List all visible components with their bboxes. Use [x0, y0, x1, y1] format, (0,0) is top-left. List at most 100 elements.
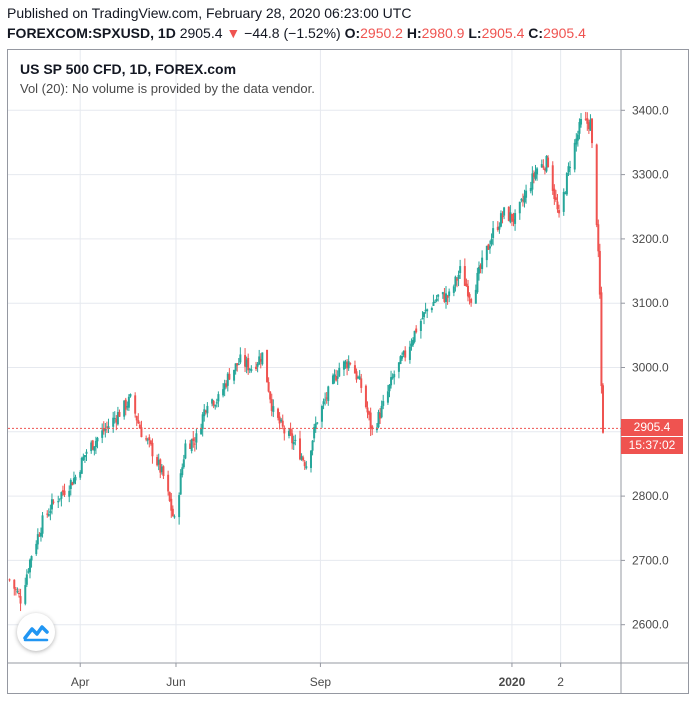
- candle-body: [261, 352, 264, 365]
- candle-body: [397, 362, 400, 372]
- candle-body: [217, 394, 220, 402]
- candle-body: [507, 206, 510, 221]
- grid-lines: [8, 50, 621, 663]
- candle-body: [171, 508, 174, 517]
- candle-body: [303, 462, 306, 467]
- candle-body: [358, 376, 361, 380]
- candle-body: [344, 361, 347, 365]
- candle-body: [597, 224, 600, 252]
- candle-body: [239, 354, 242, 363]
- candle-body: [113, 417, 116, 419]
- y-tick-label: 3300.0: [632, 168, 669, 182]
- candle-body: [584, 118, 587, 120]
- symbol-label: FOREXCOM:SPXUSD, 1D: [7, 25, 176, 41]
- candle-body: [8, 579, 11, 581]
- candle-body: [19, 596, 22, 604]
- tradingview-logo-icon[interactable]: [17, 613, 55, 651]
- candle-body: [91, 440, 94, 450]
- y-tick-label: 2700.0: [632, 553, 669, 567]
- low-value: 2905.4: [481, 25, 525, 41]
- candle-body: [27, 571, 30, 573]
- candle-body: [386, 391, 389, 403]
- candle-body: [52, 501, 55, 503]
- candle-body: [501, 215, 504, 218]
- candle-body: [14, 589, 17, 591]
- candle-body: [104, 429, 107, 431]
- candle-body: [281, 420, 284, 427]
- candle-body: [547, 157, 550, 168]
- candle-body: [466, 285, 469, 297]
- candle-body: [69, 480, 72, 489]
- candle-body: [124, 399, 127, 410]
- candle-body: [85, 451, 88, 454]
- candle-body: [291, 433, 294, 444]
- candle-body: [305, 466, 308, 469]
- candle-body: [531, 173, 534, 190]
- candle-body: [481, 257, 484, 270]
- candle-body: [327, 386, 330, 401]
- candle-body: [446, 295, 449, 298]
- candle-body: [292, 441, 295, 445]
- candle-body: [214, 405, 217, 407]
- candle-body: [419, 320, 422, 331]
- candle-body: [325, 397, 328, 399]
- candle-body: [474, 289, 477, 304]
- candles: [8, 111, 604, 612]
- candle-body: [160, 466, 163, 473]
- candle-body: [46, 513, 49, 515]
- candle-body: [324, 399, 327, 401]
- candle-body: [404, 350, 407, 358]
- candle-body: [591, 118, 594, 144]
- candle-body: [17, 593, 20, 595]
- volume-note: Vol (20): No volume is provided by the d…: [20, 81, 315, 96]
- candle-body: [189, 443, 192, 449]
- candle-body: [193, 443, 196, 445]
- candle-body: [333, 374, 336, 377]
- candle-body: [39, 532, 42, 537]
- candle-body: [226, 373, 229, 386]
- candle-body: [364, 385, 367, 408]
- candle-body: [391, 376, 394, 379]
- candle-body: [586, 118, 589, 124]
- high-value: 2980.9: [421, 25, 465, 41]
- candle-body: [148, 437, 151, 441]
- candle-body: [41, 515, 44, 534]
- candle-body: [190, 439, 193, 452]
- candle-body: [371, 426, 374, 430]
- candle-body: [415, 328, 418, 333]
- candle-body: [294, 439, 297, 441]
- candle-body: [426, 309, 429, 312]
- candle-body: [587, 122, 590, 130]
- candle-body: [112, 417, 115, 427]
- candle-body: [157, 459, 160, 465]
- candle-body: [331, 375, 334, 384]
- candle-body: [595, 144, 598, 226]
- candle-body: [382, 401, 385, 406]
- candle-body: [353, 365, 356, 374]
- candle-body: [49, 511, 52, 513]
- candle-body: [424, 309, 427, 312]
- candle-body: [510, 213, 513, 221]
- candle-body: [204, 410, 207, 413]
- candle-body: [347, 361, 350, 369]
- candle-body: [167, 474, 170, 492]
- candle-body: [435, 298, 438, 301]
- candle-body: [102, 428, 105, 432]
- candle-body: [434, 301, 437, 303]
- y-tick-label: 3100.0: [632, 296, 669, 310]
- candle-body: [145, 438, 148, 440]
- candle-body: [355, 371, 358, 380]
- candle-body: [509, 212, 512, 223]
- candle-body: [60, 492, 63, 499]
- candle-body: [534, 171, 537, 179]
- candle-body: [178, 495, 181, 518]
- chart-frame[interactable]: [7, 49, 689, 694]
- low-label: L:: [468, 25, 482, 41]
- down-arrow-icon: ▼: [226, 25, 241, 41]
- candle-body: [25, 574, 28, 585]
- candle-body: [399, 356, 402, 365]
- candle-body: [250, 369, 253, 371]
- candle-body: [105, 426, 108, 428]
- candle-body: [562, 191, 565, 212]
